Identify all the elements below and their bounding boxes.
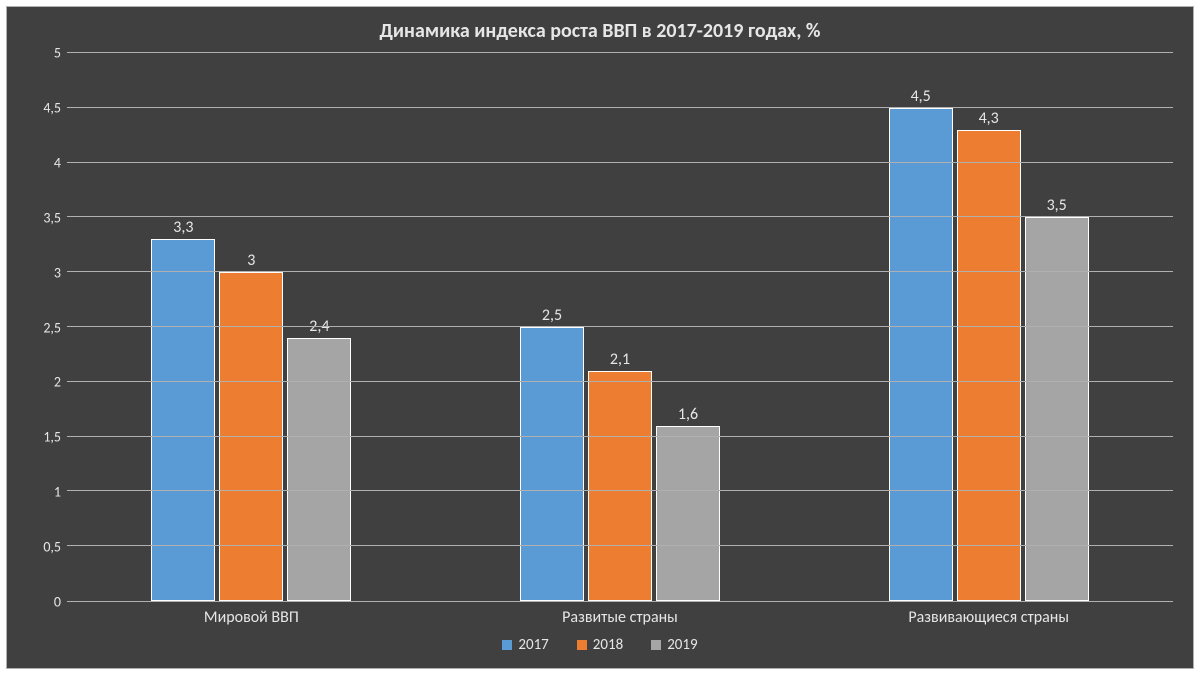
bar: 2,5 [520, 53, 584, 601]
x-category-label: Развивающиеся страны [804, 602, 1173, 630]
y-tick-label: 3 [54, 264, 61, 281]
bar: 2,1 [588, 53, 652, 601]
bar-rect [287, 338, 351, 601]
legend-label: 2017 [518, 636, 548, 654]
gridline [67, 545, 1173, 546]
bar: 3,5 [1025, 53, 1089, 601]
bar-value-label: 4,5 [911, 87, 931, 106]
y-axis: 00,511,522,533,544,55 [27, 53, 67, 602]
bar: 1,6 [656, 53, 720, 601]
y-tick-label: 4 [54, 154, 61, 171]
gridline [67, 52, 1173, 53]
chart-title: Динамика индекса роста ВВП в 2017-2019 г… [27, 19, 1173, 43]
bar-value-label: 2,1 [610, 350, 630, 369]
gridline [67, 436, 1173, 437]
bar: 3,3 [151, 53, 215, 601]
legend-label: 2018 [593, 636, 623, 654]
y-tick-label: 2 [54, 374, 61, 391]
y-tick-label: 4,5 [43, 99, 61, 116]
gridline [67, 216, 1173, 217]
gridline [67, 490, 1173, 491]
bar-group: 4,5 4,3 3,5 [804, 53, 1173, 601]
bar-rect [1025, 217, 1089, 601]
y-tick-label: 1 [54, 484, 61, 501]
legend-swatch [577, 640, 587, 650]
legend-swatch [651, 640, 661, 650]
bar-groups: 3,3 3 2,4 2,5 2,1 1,6 4,5 4,3 3,5 [67, 53, 1173, 601]
plot-wrap: 00,511,522,533,544,55 3,332,42,52,11,64,… [27, 53, 1173, 602]
bar-rect [588, 371, 652, 601]
legend: 2017 2018 2019 [27, 630, 1173, 660]
chart-outer: Динамика индекса роста ВВП в 2017-2019 г… [0, 0, 1200, 675]
bar-value-label: 3,3 [173, 218, 193, 237]
legend-item: 2017 [502, 636, 548, 654]
legend-item: 2019 [651, 636, 697, 654]
bar-group: 3,3 3 2,4 [67, 53, 436, 601]
legend-item: 2018 [577, 636, 623, 654]
y-tick-label: 0,5 [43, 539, 61, 556]
bar-value-label: 2,5 [542, 306, 562, 325]
y-tick-label: 0 [54, 594, 61, 611]
bar-rect [656, 426, 720, 601]
bar-value-label: 3 [247, 251, 255, 270]
bar: 2,4 [287, 53, 351, 601]
x-category-label: Мировой ВВП [67, 602, 436, 630]
gridline [67, 271, 1173, 272]
bar-rect [151, 239, 215, 601]
legend-label: 2019 [667, 636, 697, 654]
bar: 3 [219, 53, 283, 601]
bar-rect [520, 327, 584, 601]
bar-value-label: 4,3 [979, 109, 999, 128]
gridline [67, 381, 1173, 382]
x-axis: Мировой ВВПРазвитые страныРазвивающиеся … [67, 602, 1173, 630]
bar: 4,3 [957, 53, 1021, 601]
legend-swatch [502, 640, 512, 650]
gridline [67, 162, 1173, 163]
bar-value-label: 1,6 [678, 405, 698, 424]
bar-group: 2,5 2,1 1,6 [436, 53, 805, 601]
chart-area: Динамика индекса роста ВВП в 2017-2019 г… [6, 6, 1194, 669]
y-tick-label: 1,5 [43, 429, 61, 446]
bar: 4,5 [889, 53, 953, 601]
bar-value-label: 3,5 [1047, 196, 1067, 215]
gridline [67, 107, 1173, 108]
plot-area: 3,3 3 2,4 2,5 2,1 1,6 4,5 4,3 3,5 [67, 53, 1173, 602]
bar-rect [957, 130, 1021, 601]
y-tick-label: 2,5 [43, 319, 61, 336]
gridline [67, 326, 1173, 327]
y-tick-label: 3,5 [43, 209, 61, 226]
bar-rect [889, 108, 953, 601]
y-tick-label: 5 [54, 45, 61, 62]
x-category-label: Развитые страны [436, 602, 805, 630]
